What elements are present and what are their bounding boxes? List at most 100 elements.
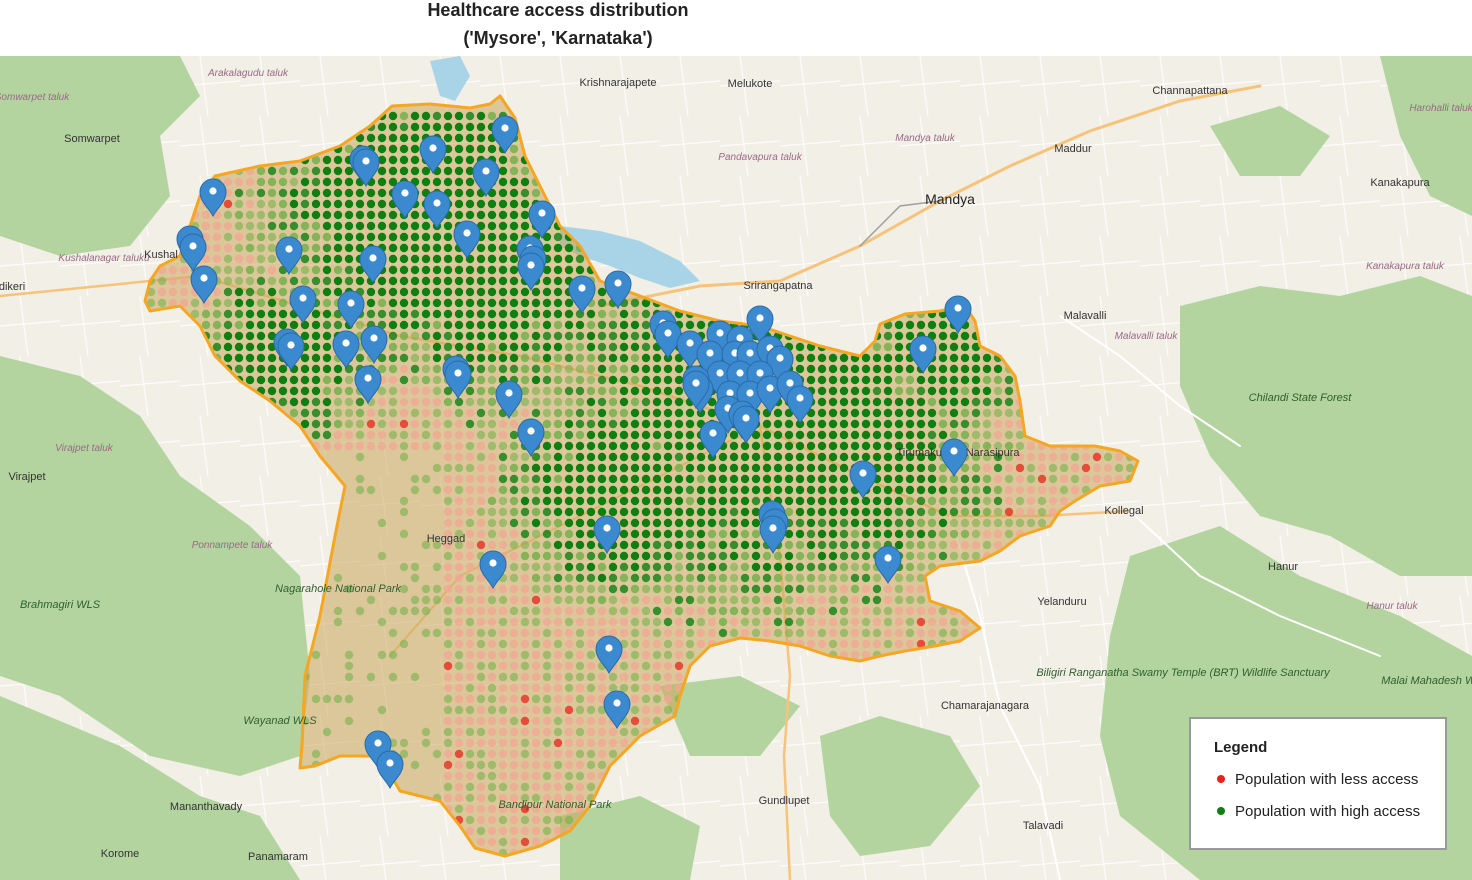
facility-marker-icon[interactable] [595,635,623,675]
access-dot [322,265,332,275]
access-dot [894,595,904,605]
access-dot [674,408,684,418]
access-dot [454,276,464,286]
access-dot [597,496,607,506]
facility-marker-icon[interactable] [472,158,500,198]
facility-marker-icon[interactable] [849,460,877,500]
facility-marker-icon[interactable] [352,148,380,188]
access-dot [641,661,651,671]
access-dot [685,320,695,330]
access-dot [498,672,508,682]
facility-marker-icon[interactable] [909,335,937,375]
facility-markers[interactable] [176,115,972,790]
facility-marker-icon[interactable] [682,370,710,410]
access-dot [509,749,519,759]
access-dot [784,463,794,473]
facility-marker-icon[interactable] [360,325,388,365]
facility-marker-icon[interactable] [568,275,596,315]
facility-marker-icon[interactable] [746,305,774,345]
access-dot [861,496,871,506]
facility-marker-icon[interactable] [337,290,365,330]
access-dot [443,573,453,583]
facility-marker-icon[interactable] [517,418,545,458]
facility-marker-icon[interactable] [603,690,631,730]
access-dot [366,188,376,198]
facility-marker-icon[interactable] [604,270,632,310]
access-dot [894,628,904,638]
access-dot [839,419,849,429]
access-dot [465,474,475,484]
access-dot [564,573,574,583]
access-dot [1026,452,1036,462]
access-dot [476,837,486,847]
access-dot [949,331,959,341]
facility-marker-icon[interactable] [786,385,814,425]
access-dot [289,386,299,396]
facility-marker-icon[interactable] [874,545,902,585]
access-dot [784,452,794,462]
access-dot [454,771,464,781]
facility-marker-icon[interactable] [759,515,787,555]
access-dot [322,276,332,286]
access-dot [487,705,497,715]
facility-marker-icon[interactable] [275,236,303,276]
facility-marker-icon[interactable] [199,178,227,218]
access-dot [1103,463,1113,473]
access-dot [498,826,508,836]
access-dot [311,221,321,231]
facility-marker-icon[interactable] [495,380,523,420]
access-dot [311,265,321,275]
facility-marker-icon[interactable] [699,420,727,460]
access-dot [344,441,354,451]
facility-marker-icon[interactable] [444,360,472,400]
facility-marker-icon[interactable] [940,438,968,478]
facility-marker-icon[interactable] [517,252,545,292]
facility-marker-icon[interactable] [528,200,556,240]
access-dot [927,529,937,539]
access-dot [663,617,673,627]
facility-marker-icon[interactable] [277,332,305,372]
facility-marker-icon[interactable] [364,730,392,770]
facility-marker-icon[interactable] [354,365,382,405]
access-dot [916,562,926,572]
facility-marker-icon[interactable] [756,375,784,415]
access-dot [784,485,794,495]
facility-marker-icon[interactable] [944,295,972,335]
access-dot [564,320,574,330]
access-dot [344,243,354,253]
access-dot [652,595,662,605]
access-dot [322,397,332,407]
access-dot [234,287,244,297]
facility-marker-icon[interactable] [190,265,218,305]
access-dot [707,595,717,605]
access-dot [355,485,365,495]
facility-marker-icon[interactable] [179,233,207,273]
access-dot [982,518,992,528]
facility-marker-icon[interactable] [593,515,621,555]
facility-marker-icon[interactable] [391,180,419,220]
facility-marker-icon[interactable] [289,285,317,325]
facility-marker-icon[interactable] [423,190,451,230]
access-dot [256,210,266,220]
access-dot [564,254,574,264]
access-dot [707,496,717,506]
access-dot [531,804,541,814]
access-dot [641,705,651,715]
facility-marker-icon[interactable] [359,245,387,285]
access-dot [498,188,508,198]
access-dot [498,782,508,792]
access-dot [487,364,497,374]
access-dot [432,430,442,440]
facility-marker-icon[interactable] [332,330,360,370]
access-dot [564,353,574,363]
facility-marker-icon[interactable] [491,115,519,155]
access-dot [564,727,574,737]
facility-marker-icon[interactable] [479,550,507,590]
facility-marker-icon[interactable] [453,220,481,260]
access-dot [388,276,398,286]
access-dot [817,452,827,462]
access-dot [542,738,552,748]
facility-marker-icon[interactable] [419,135,447,175]
facility-marker-icon[interactable] [732,405,760,445]
facility-marker-icon[interactable] [376,750,404,790]
